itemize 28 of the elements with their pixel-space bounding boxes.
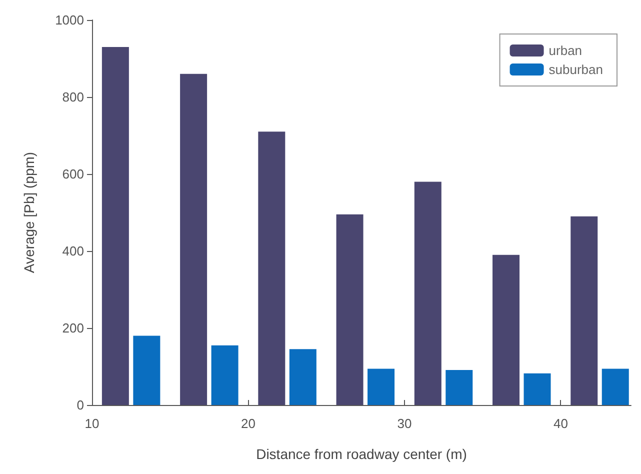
legend-label: urban	[548, 43, 582, 58]
bar	[102, 46, 129, 405]
y-tick-label: 600	[62, 166, 84, 182]
bar	[289, 349, 316, 405]
x-tick-label: 20	[241, 416, 256, 431]
x-tick-label: 10	[84, 416, 100, 431]
bar	[180, 74, 208, 405]
bar	[368, 368, 395, 405]
bar	[446, 370, 473, 405]
y-tick-label: 1000	[55, 12, 84, 28]
x-tick-label: 40	[553, 416, 568, 431]
bar	[414, 182, 442, 405]
bar	[133, 336, 160, 405]
x-axis-title: Distance from roadway center (m)	[256, 446, 467, 462]
bar	[258, 132, 286, 405]
bar	[602, 368, 629, 405]
bar	[524, 373, 551, 405]
y-tick-label: 800	[62, 90, 84, 104]
x-tick-label: 30	[397, 416, 412, 431]
bar	[336, 214, 364, 405]
bar	[570, 216, 598, 405]
legend-label: suburban	[548, 62, 604, 77]
y-tick-label: 200	[62, 320, 84, 336]
y-tick-label: 0	[76, 398, 84, 412]
bar	[211, 345, 238, 405]
y-tick-label: 400	[62, 244, 84, 258]
y-axis-title: Average [Pb] (ppm)	[21, 152, 37, 274]
bar	[492, 254, 520, 405]
